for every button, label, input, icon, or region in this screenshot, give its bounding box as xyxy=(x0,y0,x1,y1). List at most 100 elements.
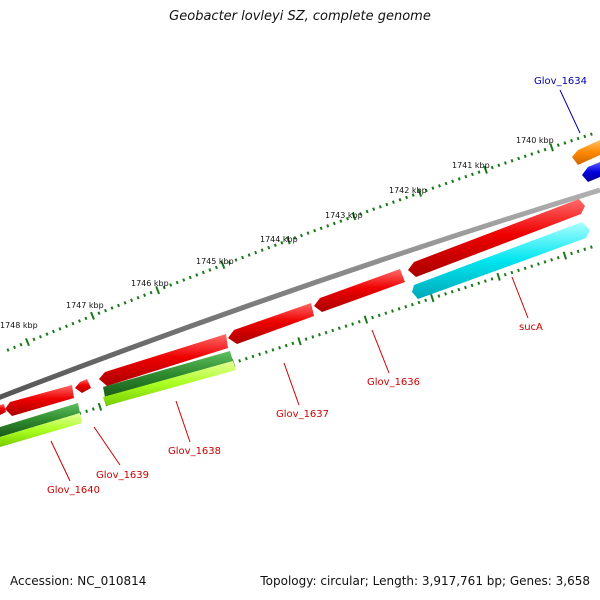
inner-ruler-minor-tick xyxy=(258,352,262,357)
ruler-label: 1742 kbp xyxy=(389,186,427,195)
outer-ruler-minor-tick xyxy=(563,141,567,145)
outer-ruler-minor-tick xyxy=(117,303,121,308)
leader-glov-1639 xyxy=(93,426,121,466)
outer-ruler-minor-tick xyxy=(345,216,349,221)
outer-ruler-minor-tick xyxy=(490,165,494,170)
inner-ruler-minor-tick xyxy=(404,305,408,309)
inner-ruler-minor-tick xyxy=(85,409,89,413)
inner-ruler-minor-tick xyxy=(530,264,534,268)
outer-ruler-minor-tick xyxy=(319,226,323,231)
outer-ruler-minor-tick xyxy=(464,174,468,179)
outer-ruler-minor-tick xyxy=(195,273,199,277)
outer-ruler-minor-tick xyxy=(280,241,284,245)
outer-ruler-major-tick xyxy=(417,188,423,197)
ruler-label: 1745 kbp xyxy=(196,257,234,266)
inner-ruler-major-tick xyxy=(562,251,568,260)
label-glov-1636: Glov_1636 xyxy=(367,377,420,388)
inner-ruler-major-tick xyxy=(430,294,435,303)
outer-ruler-minor-tick xyxy=(175,280,179,285)
inner-ruler-minor-tick xyxy=(311,335,315,339)
outer-ruler-minor-tick xyxy=(398,198,402,202)
outer-ruler-minor-tick xyxy=(169,283,173,287)
outer-ruler-minor-tick xyxy=(104,308,107,313)
inner-ruler-minor-tick xyxy=(483,279,487,283)
inner-ruler-major-tick xyxy=(496,272,501,281)
label-glov-1637: Glov_1637 xyxy=(276,409,329,420)
inner-ruler-major-tick xyxy=(297,337,302,346)
outer-ruler-minor-tick xyxy=(162,285,166,290)
outer-ruler-minor-tick xyxy=(77,319,81,323)
outer-ruler-minor-tick xyxy=(19,342,23,347)
outer-ruler-minor-tick xyxy=(405,195,409,200)
outer-ruler-minor-tick xyxy=(130,298,134,303)
outer-ruler-major-tick xyxy=(90,311,95,320)
outer-ruler-minor-tick xyxy=(543,147,547,152)
inner-ruler-minor-tick xyxy=(371,315,374,320)
label-glov-1638: Glov_1638 xyxy=(168,446,221,457)
inner-ruler-minor-tick xyxy=(510,270,514,275)
outer-ruler-minor-tick xyxy=(149,290,153,295)
gene-glov-1634 xyxy=(582,162,600,182)
inner-ruler-major-tick xyxy=(363,315,369,324)
outer-ruler-minor-tick xyxy=(339,219,343,223)
gene-light-green-left xyxy=(0,413,82,447)
gene-edge-left xyxy=(0,404,6,415)
inner-ruler-minor-tick xyxy=(576,249,580,254)
gene-suca xyxy=(408,199,585,277)
gene-dark-green-left xyxy=(0,403,80,437)
inner-ruler-minor-tick xyxy=(91,407,95,411)
ruler-label: 1747 kbp xyxy=(66,301,104,310)
inner-ruler-minor-tick xyxy=(490,277,494,281)
outer-ruler-minor-tick xyxy=(444,181,448,186)
outer-ruler-minor-tick xyxy=(583,134,587,139)
outer-ruler-minor-tick xyxy=(208,268,212,272)
outer-ruler-minor-tick xyxy=(293,236,297,240)
outer-ruler-minor-tick xyxy=(523,154,527,159)
outer-ruler-minor-tick xyxy=(6,348,10,352)
inner-ruler-minor-tick xyxy=(264,350,268,354)
outer-ruler-major-tick xyxy=(351,212,357,221)
outer-ruler-minor-tick xyxy=(64,324,68,328)
inner-ruler-minor-tick xyxy=(589,245,593,249)
inner-ruler-minor-tick xyxy=(437,294,441,298)
outer-ruler-minor-tick xyxy=(45,332,49,336)
outer-ruler-minor-tick xyxy=(273,243,277,247)
inner-ruler-minor-tick xyxy=(344,324,348,328)
outer-ruler-minor-tick xyxy=(438,184,441,188)
inner-ruler-minor-tick xyxy=(503,272,507,277)
outer-ruler-minor-tick xyxy=(58,327,62,331)
ruler-label: 1741 kbp xyxy=(452,161,490,170)
outer-ruler-minor-tick xyxy=(201,270,205,275)
gene-orange xyxy=(572,140,600,165)
outer-ruler-minor-tick xyxy=(214,265,218,270)
outer-ruler-minor-tick xyxy=(537,150,540,154)
outer-ruler-minor-tick xyxy=(247,253,251,257)
outer-ruler-minor-tick xyxy=(431,186,435,190)
inner-ruler-minor-tick xyxy=(331,328,335,333)
outer-ruler-minor-tick xyxy=(110,306,114,310)
label-leaders xyxy=(50,89,581,482)
inner-ruler-minor-tick xyxy=(284,343,288,348)
outer-ruler-minor-tick xyxy=(589,132,593,136)
outer-ruler-minor-tick xyxy=(517,156,521,161)
outer-ruler-minor-tick xyxy=(411,193,415,197)
genome-summary-text: Topology: circular; Length: 3,917,761 bp… xyxy=(260,574,590,588)
label-suca: sucA xyxy=(519,322,543,333)
outer-ruler-minor-tick xyxy=(300,233,303,238)
outer-ruler-major-tick xyxy=(25,337,30,347)
outer-ruler-major-tick xyxy=(220,260,226,270)
gene-glov-1640 xyxy=(5,385,74,416)
outer-ruler-minor-tick xyxy=(365,209,369,214)
outer-ruler-minor-tick xyxy=(182,278,186,282)
outer-ruler-minor-tick xyxy=(570,139,573,143)
outer-ruler-minor-tick xyxy=(457,177,461,181)
inner-ruler-minor-tick xyxy=(583,247,587,251)
outer-ruler-major-tick xyxy=(483,165,488,174)
inner-ruler-minor-tick xyxy=(410,302,414,307)
genome-backbone xyxy=(0,187,600,400)
outer-ruler-major-tick xyxy=(549,143,554,152)
outer-ruler-minor-tick xyxy=(385,202,389,207)
inner-ruler-minor-tick xyxy=(417,300,421,305)
leader-glov-1638 xyxy=(175,400,191,443)
